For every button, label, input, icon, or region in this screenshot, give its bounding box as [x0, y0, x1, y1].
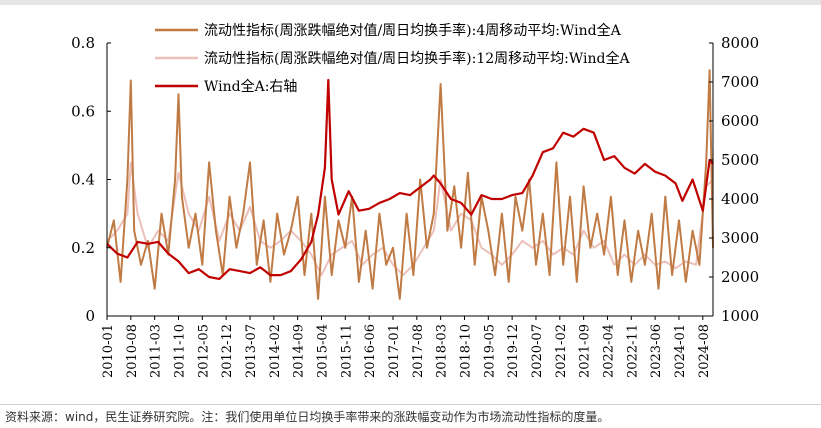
- x-tick-label: 2024-01: [673, 324, 688, 378]
- x-tick-label: 2021-02: [554, 324, 569, 378]
- y-left-tick-label: 0.6: [71, 102, 95, 120]
- x-axis: 2010-01 2010-08 2011-03 2011-10 2012-05 2012-…: [101, 315, 713, 378]
- plot-area: [106, 69, 714, 300]
- footer: 资料来源：wind，民生证券研究院。注：我们使用单位日均换手率带来的涨跌幅变动作…: [0, 398, 821, 428]
- series-4w-ma-line: [106, 69, 714, 300]
- x-tick-label: 2022-11: [625, 324, 640, 378]
- y-left-tick-label: 0.2: [71, 239, 95, 257]
- x-tick-label: 2019-05: [482, 324, 497, 378]
- legend-item-4w-ma: 流动性指标(周涨跌幅绝对值/周日均换手率):4周移动平均:Wind全A: [155, 22, 622, 39]
- y-left-tick-label: 0.4: [71, 171, 95, 189]
- footer-rule: [0, 404, 821, 405]
- source-note: 资料来源：wind，民生证券研究院。注：我们使用单位日均换手率带来的涨跌幅变动作…: [5, 410, 610, 424]
- x-tick-label: 2018-03: [435, 324, 450, 378]
- x-tick-label: 2011-03: [149, 324, 164, 378]
- y-right-tick-label: 5000: [721, 151, 759, 169]
- x-tick-label: 2016-06: [363, 324, 378, 378]
- x-tick-label: 2019-12: [506, 324, 521, 378]
- y-right-tick-label: 1000: [721, 307, 759, 325]
- series-12w-ma-line: [106, 161, 714, 277]
- x-tick-label: 2014-09: [292, 324, 307, 378]
- x-tick-label: 2021-09: [578, 324, 593, 378]
- series-wind-all-a-line: [106, 78, 714, 280]
- x-tick-label: 2023-06: [649, 324, 664, 378]
- x-tick-label: 2015-04: [315, 324, 330, 378]
- chart-svg: 2010-01 2010-08 2011-03 2011-10 2012-05 2012-…: [0, 0, 821, 378]
- header-band: [0, 0, 821, 5]
- x-tick-label: 2012-05: [196, 324, 211, 378]
- legend-label: 流动性指标(周涨跌幅绝对值/周日均换手率):4周移动平均:Wind全A: [204, 22, 622, 39]
- x-tick-label: 2010-08: [125, 324, 140, 378]
- x-tick-label: 2022-04: [601, 324, 616, 378]
- legend: 流动性指标(周涨跌幅绝对值/周日均换手率):4周移动平均:Wind全A 流动性指标…: [155, 22, 630, 95]
- y-right-tick-label: 2000: [721, 268, 759, 286]
- x-tick-label: 2011-10: [172, 324, 187, 378]
- y-right-tick-label: 4000: [721, 190, 759, 208]
- y-right-tick-label: 3000: [721, 229, 759, 247]
- y-right-tick-label: 8000: [721, 34, 759, 52]
- y-right-tick-label: 6000: [721, 112, 759, 130]
- x-tick-label: 2015-11: [339, 324, 354, 378]
- y-right-tick-label: 7000: [721, 73, 759, 91]
- x-tick-label: 2013-07: [244, 324, 259, 378]
- y-left-tick-label: 0: [85, 307, 95, 325]
- legend-item-12w-ma: 流动性指标(周涨跌幅绝对值/周日均换手率):12周移动平均:Wind全A: [155, 50, 630, 67]
- x-tick-label: 2024-08: [697, 324, 712, 378]
- x-tick-label: 2017-08: [411, 324, 426, 378]
- x-tick-label: 2010-01: [101, 324, 116, 378]
- legend-item-wind-all-a: Wind全A:右轴: [155, 78, 297, 95]
- x-tick-label: 2017-01: [387, 324, 402, 378]
- y-left-tick-label: 0.8: [71, 34, 95, 52]
- x-tick-label: 2012-12: [220, 324, 235, 378]
- x-tick-label: 2020-07: [530, 324, 545, 378]
- x-tick-label: 2014-02: [268, 324, 283, 378]
- y-axis-right: 1000 2000 3000 4000 5000 6000 7000 8000: [709, 34, 759, 325]
- x-tick-label: 2018-10: [458, 324, 473, 378]
- legend-label: 流动性指标(周涨跌幅绝对值/周日均换手率):12周移动平均:Wind全A: [204, 50, 630, 67]
- y-axis-left: 0 0.2 0.4 0.6 0.8: [71, 34, 111, 325]
- legend-label: Wind全A:右轴: [204, 78, 297, 95]
